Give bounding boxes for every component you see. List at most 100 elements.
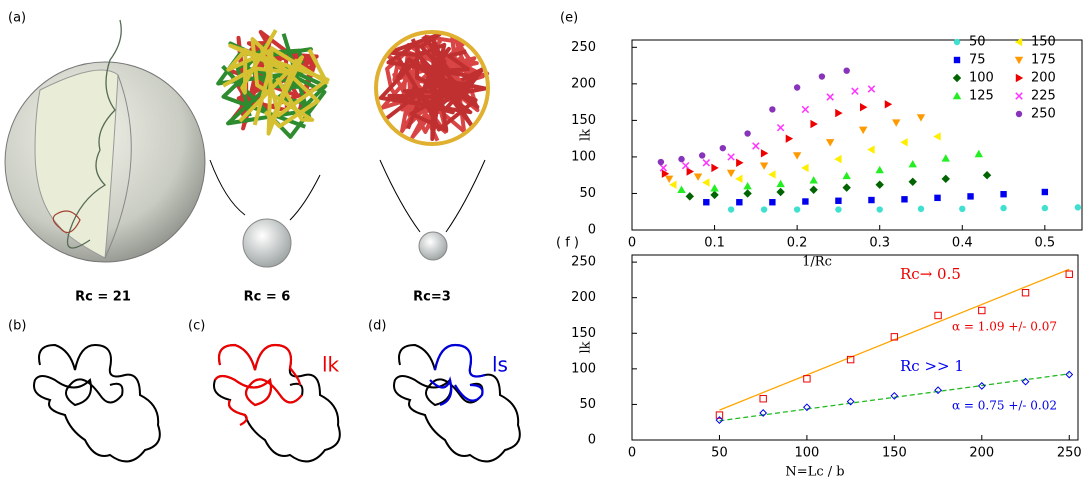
y-tick-label: 250: [571, 40, 596, 55]
point: [802, 403, 811, 412]
panel-label: (e): [560, 11, 578, 26]
point: [759, 395, 767, 403]
y-tick-label: 200: [571, 290, 596, 305]
point: [711, 163, 719, 173]
point: [657, 158, 665, 166]
point: [835, 108, 843, 118]
point: [933, 132, 941, 141]
point: [846, 397, 855, 406]
point: [810, 119, 818, 129]
point: [710, 190, 719, 200]
x-tick-label: 150: [882, 446, 907, 461]
point: [686, 167, 694, 176]
point: [890, 333, 899, 341]
point: [743, 181, 752, 190]
chain-segment: [222, 43, 330, 118]
knot-curve: [213, 344, 341, 463]
point: [825, 139, 835, 147]
y-axis-label: lk: [579, 341, 594, 353]
legend-label: 200: [1031, 71, 1056, 86]
point: [681, 161, 690, 170]
point: [693, 173, 703, 181]
knot-curve: [33, 344, 161, 463]
point: [901, 196, 908, 203]
panel-label: (b): [8, 319, 26, 334]
point: [1000, 190, 1007, 198]
point: [726, 169, 736, 178]
point: [698, 152, 706, 159]
point: [661, 169, 670, 178]
x-tick-label: 0.5: [1035, 236, 1056, 251]
point: [678, 155, 685, 163]
charts: (e) 0 0.1 0.2 0.3 0.4 0.5 0 50 100 150 200 250 1/Rc lk…: [556, 11, 1083, 480]
point: [715, 411, 724, 419]
point: [744, 130, 751, 137]
point: [664, 175, 674, 184]
panel-label: (c): [188, 319, 205, 334]
chain-outline: [374, 30, 490, 146]
point: [908, 177, 917, 186]
point: [875, 165, 884, 174]
point: [793, 84, 801, 91]
x-tick-label: 0.3: [869, 236, 890, 251]
point: [710, 184, 719, 192]
point: [809, 176, 818, 184]
point: [959, 205, 966, 213]
point: [736, 158, 744, 167]
point: [703, 199, 710, 206]
point: [702, 178, 710, 187]
panel-label: (a): [8, 11, 26, 26]
point: [941, 154, 950, 162]
legend-marker: [952, 91, 962, 100]
point: [859, 103, 868, 112]
confinement-sphere: [4, 19, 206, 263]
y-tick-label: 50: [579, 186, 596, 201]
x-tick-label: 200: [969, 446, 994, 461]
zoom-lines: [209, 159, 321, 221]
point: [719, 144, 727, 152]
point: [792, 152, 802, 160]
annotation: Rc >> 1: [900, 357, 964, 375]
chain-segment: [385, 38, 461, 141]
y-tick-label: 150: [571, 326, 596, 341]
point: [916, 114, 926, 122]
point: [727, 206, 735, 213]
x-tick-label: 0: [628, 236, 636, 251]
point: [858, 126, 868, 135]
point: [801, 163, 809, 173]
y-tick-label: 0: [588, 433, 596, 448]
x-tick-label: 0.4: [952, 236, 973, 251]
x-tick-label: 50: [711, 446, 728, 461]
point: [776, 179, 785, 188]
y-tick-label: 0: [588, 223, 596, 238]
y-tick-label: 50: [579, 397, 596, 412]
point: [890, 391, 899, 400]
point: [715, 416, 724, 424]
legend-marker: [953, 38, 961, 46]
fit-line: [719, 373, 1070, 422]
point: [977, 382, 986, 390]
point: [900, 138, 908, 147]
point: [785, 134, 794, 143]
point: [1021, 289, 1030, 297]
loop-label: lk: [322, 353, 340, 377]
point: [1074, 204, 1082, 211]
point: [776, 123, 785, 132]
legend-label: 50: [969, 35, 986, 50]
legend-marker: [1014, 37, 1023, 47]
point: [974, 149, 983, 158]
point: [842, 183, 851, 192]
point: [818, 73, 826, 80]
point: [843, 67, 850, 74]
legend-marker: [1015, 92, 1023, 100]
plot-frame: [631, 39, 1083, 231]
annotation: α = 1.09 +/- 0.07: [952, 320, 1057, 334]
loop-label: ls: [492, 353, 508, 377]
point: [727, 153, 735, 161]
x-tick-label: 0.2: [787, 236, 808, 251]
point: [793, 206, 801, 213]
legend-marker: [1014, 56, 1024, 65]
point: [802, 198, 809, 205]
legend-marker: [1015, 73, 1024, 83]
point: [917, 205, 925, 213]
